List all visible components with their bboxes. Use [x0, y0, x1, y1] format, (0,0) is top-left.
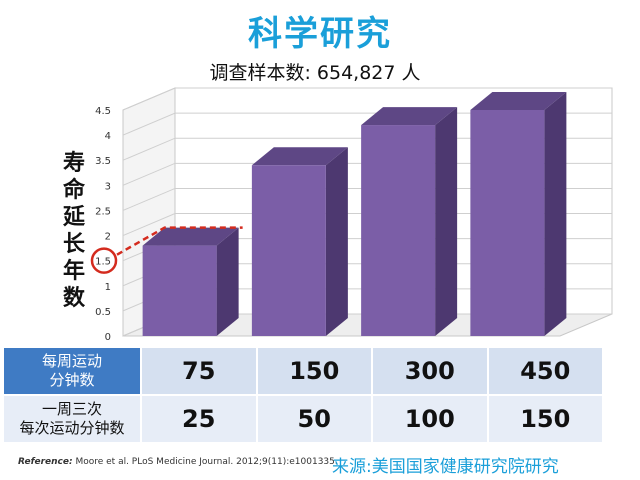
gridline	[122, 213, 612, 237]
y-axis-label: 寿命延长年数	[62, 151, 85, 311]
bar	[142, 227, 239, 336]
bar-side	[435, 107, 458, 336]
bar-side	[216, 227, 239, 336]
table-cell: 100	[371, 394, 489, 444]
chart-subtitle: 调查样本数: 654,827 人	[209, 62, 421, 84]
bar	[251, 147, 348, 336]
bar-front	[361, 125, 436, 336]
y-tick-label: 0.5	[95, 307, 111, 318]
gridline	[122, 112, 612, 136]
table-row-weekly-minutes: 每周运动 分钟数 75 150 300 450	[2, 346, 604, 396]
row-header-per-session-minutes: 一周三次 每次运动分钟数	[2, 394, 142, 444]
y-tick-label: 4.5	[95, 106, 111, 117]
gridline	[122, 87, 612, 111]
source-note: 来源:美国国家健康研究院研究	[332, 457, 559, 477]
bar-top	[361, 107, 458, 126]
reference-text: Moore et al. PLoS Medicine Journal. 2012…	[75, 457, 338, 467]
bar-front	[470, 110, 545, 336]
bar	[470, 92, 567, 336]
y-tick-label: 1.5	[95, 257, 111, 268]
bar-front	[251, 165, 326, 336]
bar-front	[142, 245, 217, 336]
bars	[142, 92, 567, 336]
dashed-reference-line	[116, 226, 243, 256]
table-cell: 75	[140, 346, 258, 396]
bar-side	[325, 147, 348, 336]
reference-note: Reference: Moore et al. PLoS Medicine Jo…	[18, 457, 338, 467]
y-tick-labels: 0 0.5 1 1.5 2 2.5 3 3.5 4 4.5	[95, 106, 111, 343]
table-cell: 50	[255, 394, 373, 444]
table-cell: 150	[486, 394, 604, 444]
y-tick-label: 3	[105, 181, 111, 192]
highlight-circle	[90, 247, 118, 274]
bar-side	[544, 92, 567, 336]
bar-top	[251, 147, 348, 166]
bar-top	[470, 92, 567, 110]
y-tick-label: 4	[105, 131, 111, 142]
data-table: 每周运动 分钟数 75 150 300 450 一周三次 每次运动分钟数 25 50…	[2, 346, 604, 444]
y-tick-label: 1	[105, 282, 111, 293]
annotations	[90, 226, 243, 274]
chart-title: 科学研究	[248, 14, 392, 54]
table-cell: 25	[140, 394, 258, 444]
gridline	[122, 187, 612, 211]
table-cell: 300	[371, 346, 489, 396]
y-tick-label: 3.5	[95, 156, 111, 167]
y-tick-label: 2	[105, 232, 111, 243]
gridline	[122, 162, 612, 186]
y-tick-label: 0	[105, 332, 111, 343]
row-header-weekly-minutes: 每周运动 分钟数	[2, 346, 142, 396]
table-row-per-session-minutes: 一周三次 每次运动分钟数 25 50 100 150	[2, 394, 604, 444]
bar-top	[142, 227, 239, 246]
table-cell: 450	[486, 346, 604, 396]
y-tick-label: 2.5	[95, 206, 111, 217]
bar	[361, 107, 458, 336]
reference-label: Reference:	[18, 457, 73, 467]
gridlines	[122, 87, 612, 337]
gridline	[122, 137, 612, 161]
table-cell: 150	[255, 346, 373, 396]
